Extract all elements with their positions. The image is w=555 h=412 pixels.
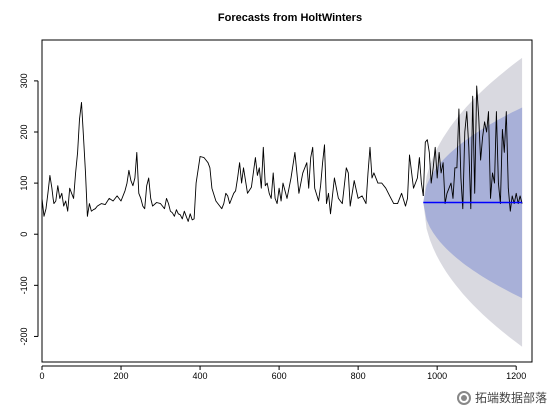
- y-tick-label: 0: [19, 232, 29, 237]
- x-tick-label: 0: [39, 371, 44, 381]
- x-tick-label: 600: [272, 371, 287, 381]
- y-tick-label: -100: [19, 276, 29, 294]
- wechat-icon: [456, 390, 471, 405]
- series-forecast-tail-observed: [422, 85, 523, 212]
- series-observed: [41, 101, 424, 222]
- y-tick-label: 300: [19, 73, 29, 88]
- watermark: 拓端数据部落: [456, 389, 547, 406]
- watermark-text: 拓端数据部落: [474, 391, 547, 405]
- x-axis: 0 200 400 600 800 1000 1200: [39, 365, 526, 381]
- x-tick-label: 1200: [506, 371, 526, 381]
- x-tick-label: 800: [351, 371, 366, 381]
- x-tick-label: 200: [114, 371, 129, 381]
- plot-frame: [41, 39, 533, 363]
- x-tick-label: 400: [193, 371, 208, 381]
- chart-title: Forecasts from HoltWinters: [218, 12, 362, 24]
- plot-area: [41, 39, 533, 363]
- x-tick-label: 1000: [427, 371, 447, 381]
- y-tick-label: -200: [19, 327, 29, 345]
- y-tick-label: 100: [19, 176, 29, 191]
- y-tick-label: 200: [19, 124, 29, 139]
- y-axis: -200 -100 0 100 200 300: [19, 73, 39, 345]
